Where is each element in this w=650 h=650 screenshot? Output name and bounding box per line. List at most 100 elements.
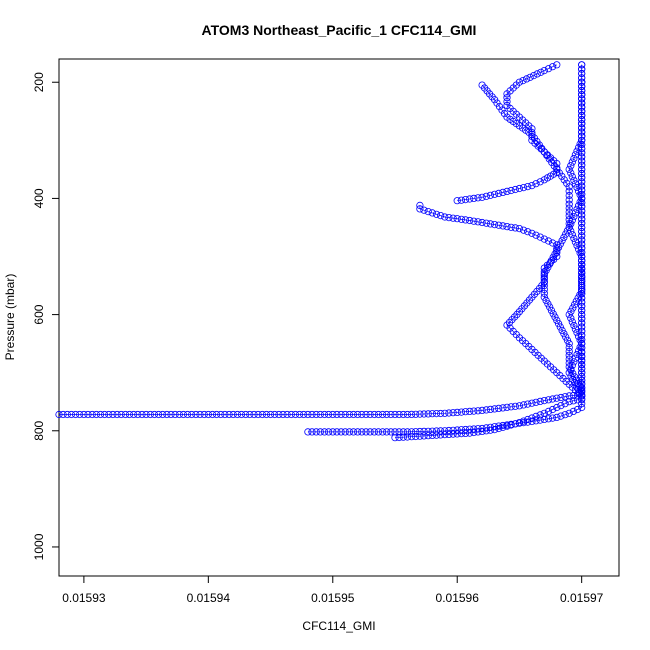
data-point: [474, 407, 482, 415]
x-axis: 0.01593 0.01594 0.01595 0.01596 0.01597: [62, 576, 604, 605]
data-point: [76, 410, 84, 419]
data-point: [453, 197, 461, 205]
data-point: [275, 410, 283, 419]
data-point: [387, 428, 395, 436]
data-point: [453, 408, 461, 416]
data-point: [449, 409, 457, 417]
y-tick-label: 800: [32, 420, 46, 440]
data-point: [482, 427, 490, 435]
data-point: [578, 136, 586, 144]
data-point: [558, 237, 566, 245]
data-point: [571, 151, 580, 159]
series-line: [394, 82, 583, 439]
data-point: [578, 132, 586, 140]
data-point: [312, 428, 320, 436]
data-point: [424, 208, 432, 216]
data-point: [563, 227, 572, 235]
data-point: [578, 111, 586, 120]
data-point: [507, 186, 515, 195]
series-layer: [55, 61, 586, 442]
data-point: [544, 237, 553, 245]
data-point: [540, 278, 548, 286]
data-point: [578, 388, 586, 396]
data-point: [524, 400, 532, 408]
series-line: [307, 64, 583, 433]
data-point: [578, 257, 586, 265]
data-point: [474, 428, 482, 436]
data-point: [547, 306, 556, 314]
data-point: [565, 212, 573, 220]
data-point: [262, 410, 270, 419]
data-point: [530, 72, 538, 80]
data-point: [457, 215, 465, 223]
data-point: [578, 65, 586, 73]
data-point: [457, 196, 465, 204]
data-point: [528, 414, 536, 422]
data-point: [470, 217, 478, 225]
data-point: [399, 433, 407, 441]
data-point: [295, 410, 304, 419]
data-point: [571, 238, 580, 246]
data-point: [578, 194, 586, 202]
data-point: [570, 154, 578, 163]
data-point: [192, 410, 200, 419]
data-point: [507, 421, 515, 429]
data-point: [565, 208, 573, 216]
data-point: [565, 339, 573, 348]
data-point: [200, 410, 208, 419]
data-point: [341, 428, 349, 436]
data-point: [524, 183, 532, 191]
data-point: [578, 319, 586, 327]
data-point: [540, 274, 548, 282]
data-point: [578, 261, 586, 269]
data-point: [499, 188, 507, 196]
data-point: [457, 408, 465, 416]
data-point: [499, 404, 507, 412]
data-point: [561, 411, 569, 419]
data-point: [466, 216, 474, 225]
data-point: [578, 95, 586, 103]
data-point: [553, 403, 561, 412]
data-point: [578, 310, 586, 319]
data-point: [578, 277, 586, 285]
data-point: [490, 190, 499, 198]
data-point: [571, 180, 580, 188]
data-point: [478, 218, 486, 227]
data-point: [233, 410, 241, 419]
data-point: [482, 219, 490, 227]
data-point: [567, 314, 575, 322]
data-point: [553, 61, 561, 69]
data-point: [416, 427, 424, 436]
series-line: [59, 64, 583, 415]
data-point: [503, 94, 511, 102]
data-point: [565, 204, 573, 212]
data-point: [395, 433, 403, 442]
data-point: [337, 428, 345, 436]
data-point: [428, 410, 436, 418]
data-point: [72, 410, 80, 419]
data-point: [436, 431, 445, 439]
data-point: [544, 396, 553, 404]
data-point: [412, 410, 420, 418]
data-point: [578, 232, 586, 240]
data-point: [503, 187, 511, 195]
data-point: [470, 194, 478, 202]
data-point: [362, 410, 370, 419]
data-point: [578, 315, 586, 323]
data-point: [528, 182, 536, 190]
data-point: [436, 212, 445, 220]
y-tick-label: 400: [32, 188, 46, 208]
data-point: [578, 281, 586, 290]
data-point: [565, 196, 573, 204]
data-point: [570, 373, 579, 381]
data-point: [565, 392, 573, 400]
data-point: [565, 183, 573, 191]
data-point: [196, 410, 204, 419]
data-point: [324, 410, 333, 419]
data-point: [578, 269, 586, 277]
data-point: [416, 410, 424, 418]
data-point: [553, 413, 561, 421]
data-point: [490, 425, 499, 434]
data-point: [391, 428, 399, 436]
data-point: [578, 61, 586, 69]
